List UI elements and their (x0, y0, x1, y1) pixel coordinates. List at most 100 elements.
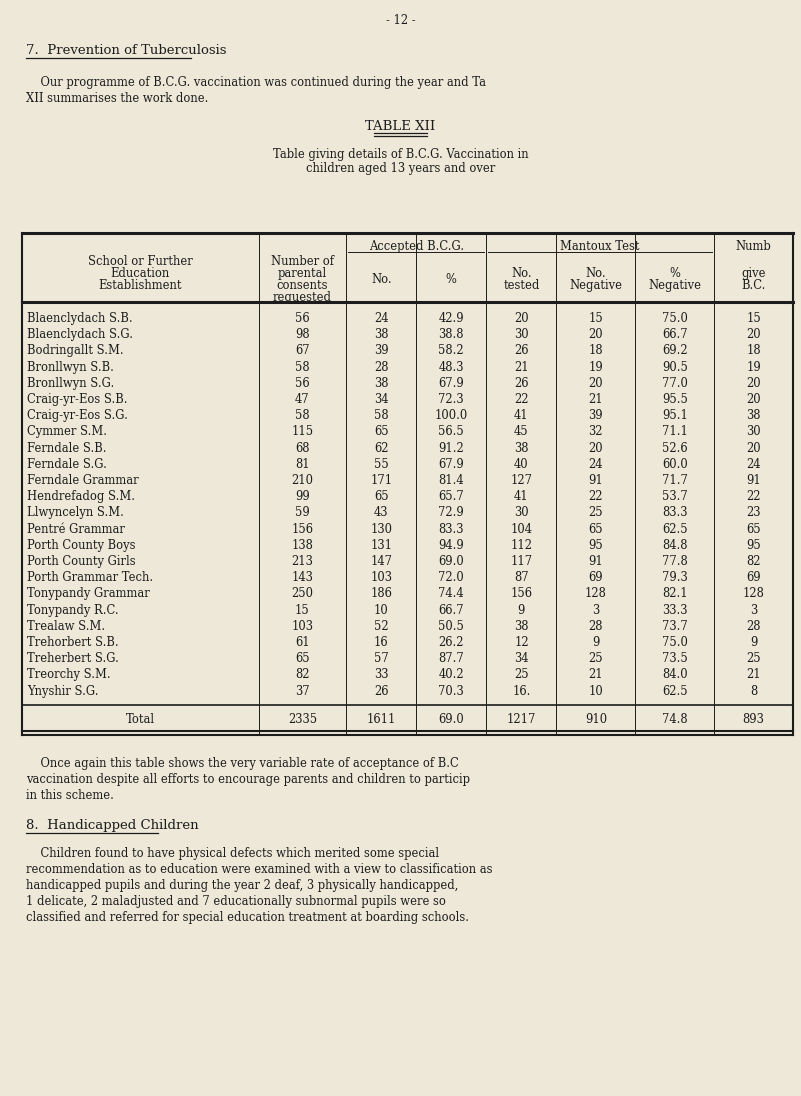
Text: parental: parental (278, 267, 327, 279)
Text: 37: 37 (295, 685, 310, 697)
Text: 62.5: 62.5 (662, 523, 687, 536)
Text: 99: 99 (295, 490, 310, 503)
Text: 91: 91 (589, 473, 603, 487)
Text: 65: 65 (589, 523, 603, 536)
Text: Craig-yr-Eos S.B.: Craig-yr-Eos S.B. (27, 393, 127, 406)
Text: 91: 91 (589, 555, 603, 568)
Text: 117: 117 (510, 555, 533, 568)
Text: 91: 91 (747, 473, 761, 487)
Text: 156: 156 (292, 523, 313, 536)
Text: 20: 20 (589, 328, 603, 341)
Text: Porth County Boys: Porth County Boys (27, 539, 135, 551)
Text: 33.3: 33.3 (662, 604, 687, 617)
Text: 12: 12 (514, 636, 529, 649)
Text: School or Further: School or Further (88, 255, 193, 269)
Text: 1217: 1217 (507, 712, 536, 726)
Text: 72.3: 72.3 (438, 393, 464, 406)
Text: 23: 23 (747, 506, 761, 520)
Text: 38: 38 (374, 328, 388, 341)
Text: 58: 58 (374, 409, 388, 422)
Text: 39: 39 (589, 409, 603, 422)
Text: %: % (446, 273, 457, 286)
Text: 138: 138 (292, 539, 313, 551)
Text: 131: 131 (370, 539, 392, 551)
Text: 893: 893 (743, 712, 764, 726)
Text: 15: 15 (295, 604, 310, 617)
Text: Bronllwyn S.B.: Bronllwyn S.B. (27, 361, 114, 374)
Text: Establishment: Establishment (99, 279, 182, 292)
Text: give: give (741, 267, 766, 279)
Text: 72.9: 72.9 (438, 506, 465, 520)
Text: 74.8: 74.8 (662, 712, 687, 726)
Text: Ynyshir S.G.: Ynyshir S.G. (27, 685, 99, 697)
Text: Number of: Number of (271, 255, 334, 269)
Text: Bodringallt S.M.: Bodringallt S.M. (27, 344, 123, 357)
Text: 47: 47 (295, 393, 310, 406)
Text: 39: 39 (374, 344, 388, 357)
Text: 20: 20 (747, 442, 761, 455)
Text: %: % (670, 267, 680, 279)
Text: 213: 213 (292, 555, 313, 568)
Text: 69.0: 69.0 (438, 712, 465, 726)
Text: 71.1: 71.1 (662, 425, 688, 438)
Text: Ferndale S.B.: Ferndale S.B. (27, 442, 107, 455)
Text: 68: 68 (295, 442, 310, 455)
Text: 34: 34 (374, 393, 388, 406)
Text: 84.8: 84.8 (662, 539, 687, 551)
Text: 95.1: 95.1 (662, 409, 688, 422)
Text: 28: 28 (374, 361, 388, 374)
Text: 250: 250 (292, 587, 313, 601)
Text: 67.9: 67.9 (438, 458, 465, 471)
Text: Craig-yr-Eos S.G.: Craig-yr-Eos S.G. (27, 409, 128, 422)
Text: 16: 16 (374, 636, 388, 649)
Text: 84.0: 84.0 (662, 669, 687, 682)
Text: 25: 25 (589, 506, 603, 520)
Text: 56: 56 (295, 377, 310, 390)
Text: 58: 58 (295, 409, 310, 422)
Text: 61: 61 (295, 636, 310, 649)
Text: 26.2: 26.2 (439, 636, 464, 649)
Text: Hendrefadog S.M.: Hendrefadog S.M. (27, 490, 135, 503)
Text: 32: 32 (589, 425, 603, 438)
Text: 24: 24 (747, 458, 761, 471)
Text: 19: 19 (589, 361, 603, 374)
Text: 9: 9 (517, 604, 525, 617)
Text: 62.5: 62.5 (662, 685, 687, 697)
Text: in this scheme.: in this scheme. (26, 789, 114, 802)
Text: 112: 112 (510, 539, 533, 551)
Text: 53.7: 53.7 (662, 490, 687, 503)
Text: 30: 30 (514, 506, 529, 520)
Text: 91.2: 91.2 (438, 442, 465, 455)
Text: 43: 43 (374, 506, 388, 520)
Text: 20: 20 (747, 328, 761, 341)
Text: 115: 115 (292, 425, 313, 438)
Text: 42.9: 42.9 (438, 312, 464, 326)
Text: requested: requested (273, 292, 332, 304)
Text: 72.0: 72.0 (438, 571, 465, 584)
Text: 82: 82 (747, 555, 761, 568)
Text: Tonypandy Grammar: Tonypandy Grammar (27, 587, 150, 601)
Text: 69.2: 69.2 (662, 344, 687, 357)
Text: 20: 20 (589, 442, 603, 455)
Text: 128: 128 (743, 587, 764, 601)
Text: 21: 21 (514, 361, 529, 374)
Text: 55: 55 (374, 458, 388, 471)
Text: Cymmer S.M.: Cymmer S.M. (27, 425, 107, 438)
Text: handicapped pupils and during the year 2 deaf, 3 physically handicapped,: handicapped pupils and during the year 2… (26, 879, 458, 892)
Text: 1611: 1611 (367, 712, 396, 726)
Text: 69: 69 (589, 571, 603, 584)
Text: Negative: Negative (570, 279, 622, 292)
Text: No.: No. (586, 267, 606, 279)
Text: Blaenclydach S.B.: Blaenclydach S.B. (27, 312, 133, 326)
Text: Porth County Girls: Porth County Girls (27, 555, 135, 568)
Text: 25: 25 (747, 652, 761, 665)
Text: 143: 143 (292, 571, 313, 584)
Text: 19: 19 (747, 361, 761, 374)
Text: 18: 18 (747, 344, 761, 357)
Text: 20: 20 (514, 312, 529, 326)
Text: 40.2: 40.2 (438, 669, 464, 682)
Text: 95: 95 (589, 539, 603, 551)
Text: 15: 15 (747, 312, 761, 326)
Text: 73.5: 73.5 (662, 652, 687, 665)
Text: 56: 56 (295, 312, 310, 326)
